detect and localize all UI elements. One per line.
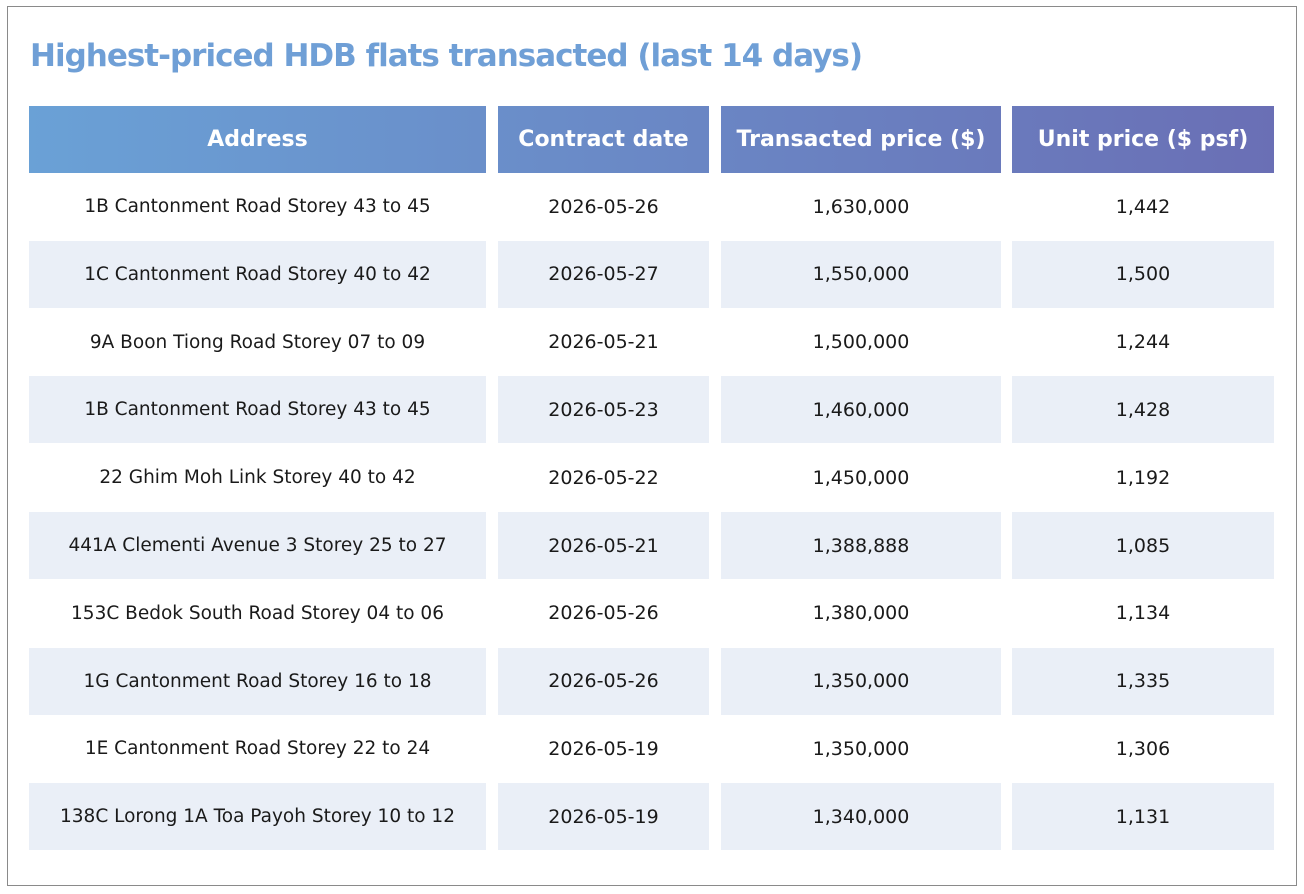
- cell-unit-price: 1,085: [1012, 512, 1274, 579]
- table-row: 138C Lorong 1A Toa Payoh Storey 10 to 12…: [29, 783, 1274, 851]
- cell-address: 441A Clementi Avenue 3 Storey 25 to 27: [29, 512, 486, 579]
- header-contract-date: Contract date: [498, 106, 709, 173]
- table-row: 1B Cantonment Road Storey 43 to 45 2026-0…: [29, 376, 1274, 444]
- cell-transacted-price: 1,550,000: [721, 240, 1001, 308]
- cell-address: 1B Cantonment Road Storey 43 to 45: [84, 196, 431, 217]
- header-unit-price: Unit price ($ psf): [1012, 106, 1274, 173]
- table-row: 9A Boon Tiong Road Storey 07 to 09 2026-0…: [29, 309, 1274, 376]
- table-row: 22 Ghim Moh Link Storey 40 to 42 2026-05-…: [29, 444, 1274, 511]
- cell-contract-date: 2026-05-21: [498, 512, 709, 579]
- cell-contract-date: 2026-05-26: [548, 195, 659, 218]
- header-transacted-price: Transacted price ($): [721, 106, 1001, 173]
- cell-transacted-price: 1,460,000: [721, 376, 1001, 444]
- table-row: 153C Bedok South Road Storey 04 to 06 202…: [29, 580, 1274, 647]
- cell-transacted-price: 1,388,888: [721, 512, 1001, 579]
- cell-unit-price: 1,192: [1115, 466, 1171, 489]
- cell-unit-price: 1,131: [1012, 783, 1274, 851]
- cell-address: 1B Cantonment Road Storey 43 to 45: [29, 376, 486, 444]
- cell-unit-price: 1,134: [1115, 602, 1171, 625]
- cell-transacted-price: 1,350,000: [721, 647, 1001, 715]
- cell-contract-date: 2026-05-26: [548, 602, 659, 625]
- cell-transacted-price: 1,350,000: [812, 737, 910, 760]
- cell-contract-date: 2026-05-23: [498, 376, 709, 444]
- table-title: Highest-priced HDB flats transacted (las…: [30, 38, 863, 74]
- table-row: 441A Clementi Avenue 3 Storey 25 to 27 20…: [29, 512, 1274, 579]
- cell-contract-date: 2026-05-19: [498, 783, 709, 851]
- cell-contract-date: 2026-05-26: [498, 647, 709, 715]
- cell-transacted-price: 1,380,000: [812, 602, 910, 625]
- cell-transacted-price: 1,630,000: [812, 195, 910, 218]
- cell-address: 1E Cantonment Road Storey 22 to 24: [84, 738, 431, 760]
- table-row: 1C Cantonment Road Storey 40 to 42 2026-0…: [29, 240, 1274, 308]
- cell-transacted-price: 1,450,000: [812, 466, 910, 489]
- cell-contract-date: 2026-05-19: [548, 737, 659, 760]
- header-address: Address: [29, 106, 486, 173]
- cell-transacted-price: 1,500,000: [812, 331, 910, 354]
- cell-address: 9A Boon Tiong Road Storey 07 to 09: [89, 331, 426, 353]
- cell-contract-date: 2026-05-22: [548, 466, 659, 489]
- cell-address: 22 Ghim Moh Link Storey 40 to 42: [99, 467, 416, 489]
- cell-unit-price: 1,442: [1115, 195, 1171, 218]
- cell-transacted-price: 1,340,000: [721, 783, 1001, 851]
- cell-unit-price: 1,335: [1012, 647, 1274, 715]
- cell-unit-price: 1,428: [1012, 376, 1274, 444]
- table-row: 1E Cantonment Road Storey 22 to 24 2026-0…: [29, 715, 1274, 782]
- cell-unit-price: 1,306: [1115, 737, 1171, 760]
- cell-address: 1G Cantonment Road Storey 16 to 18: [29, 647, 486, 715]
- cell-unit-price: 1,500: [1012, 240, 1274, 308]
- cell-address: 153C Bedok South Road Storey 04 to 06: [71, 602, 444, 624]
- cell-address: 138C Lorong 1A Toa Payoh Storey 10 to 12: [29, 783, 486, 851]
- table-row: 1G Cantonment Road Storey 16 to 18 2026-0…: [29, 647, 1274, 715]
- cell-address: 1C Cantonment Road Storey 40 to 42: [29, 240, 486, 308]
- cell-contract-date: 2026-05-27: [498, 240, 709, 308]
- cell-unit-price: 1,244: [1115, 331, 1171, 354]
- cell-contract-date: 2026-05-21: [548, 331, 659, 354]
- table-row: 1B Cantonment Road Storey 43 to 45 2026-0…: [29, 173, 1274, 240]
